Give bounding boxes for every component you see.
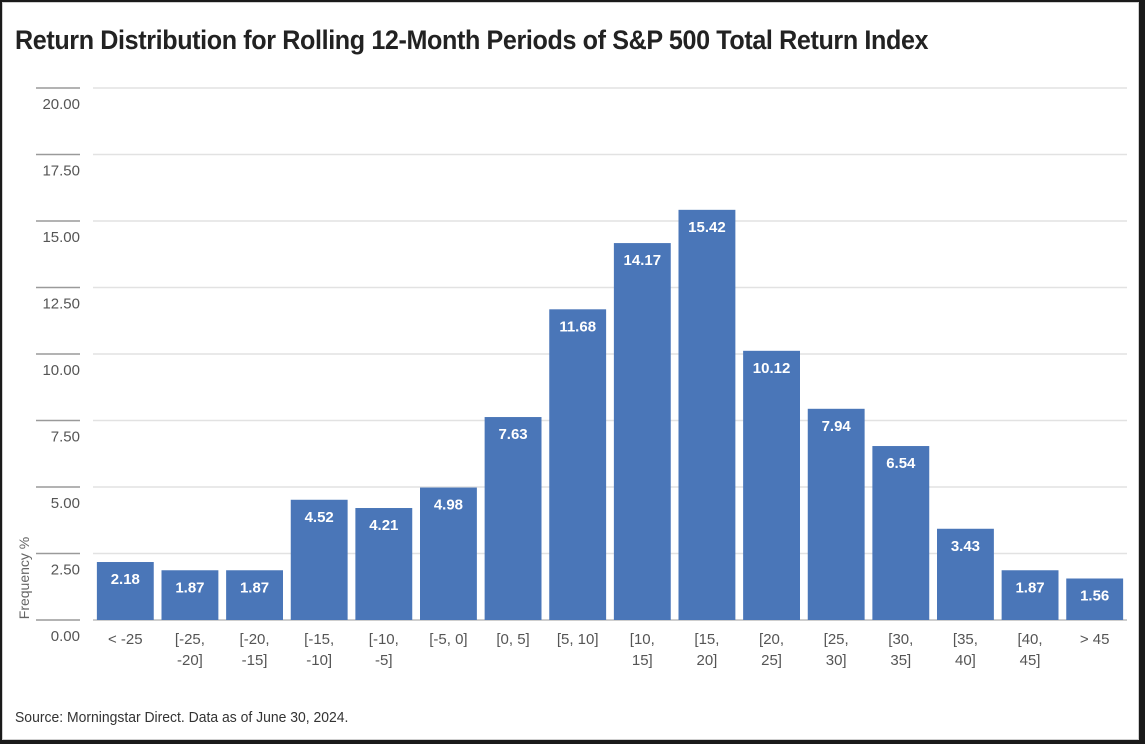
x-tick-label: [-25, [175, 631, 205, 648]
bar [420, 487, 477, 620]
y-tick-label: 20.00 [42, 96, 80, 113]
x-tick-label: [25, [824, 631, 849, 648]
bar-value-label: 4.52 [305, 509, 334, 526]
bar [290, 499, 348, 620]
y-tick-label: 5.00 [51, 495, 80, 512]
bar [937, 528, 994, 620]
bar-chart: 20.00 17.50 15.00 12.50 10.00 7.50 5.00 2.50 0.0… [16, 87, 1127, 669]
bar [743, 350, 800, 620]
x-tick-label: -15] [242, 652, 268, 669]
x-tick-label: [5, 10] [557, 631, 599, 648]
x-tick-label: [35, [953, 631, 978, 648]
x-tick-label: -10] [306, 652, 332, 669]
x-tick-label: 40] [955, 652, 976, 669]
bar [549, 309, 607, 620]
bar-value-label: 15.42 [688, 219, 726, 236]
bar-value-label: 11.68 [559, 318, 596, 335]
bar-value-label: 6.54 [886, 455, 916, 472]
x-tick-label: [-20, [240, 631, 270, 648]
y-tick-label: 0.00 [51, 628, 80, 645]
bar-value-label: 7.94 [822, 418, 852, 435]
x-tick-label: [20, [759, 631, 784, 648]
x-tick-label: 15] [632, 652, 653, 669]
chart-title: Return Distribution for Rolling 12-Month… [15, 25, 929, 55]
bar-value-label: 14.17 [624, 252, 662, 269]
bar [484, 417, 542, 620]
x-tick-label: 25] [761, 652, 782, 669]
y-tick-label: 10.00 [42, 362, 80, 379]
x-tick-label: [30, [888, 631, 913, 648]
bar [1001, 570, 1059, 620]
bar [678, 209, 736, 620]
source-note: Source: Morningstar Direct. Data as of J… [15, 709, 349, 726]
bar [226, 570, 283, 620]
y-tick-label: 2.50 [51, 562, 80, 579]
bar-value-label: 10.12 [753, 360, 791, 377]
bar [613, 243, 671, 620]
x-tick-label: -5] [375, 652, 393, 669]
bar [1066, 578, 1124, 620]
y-tick-label: 17.50 [42, 163, 80, 180]
x-tick-label: < -25 [108, 631, 143, 648]
bar-value-label: 1.56 [1080, 588, 1109, 605]
x-tick-label: [-15, [304, 631, 334, 648]
y-tick-label: 7.50 [51, 429, 80, 446]
bar [807, 408, 865, 620]
x-tick-label: -20] [177, 652, 203, 669]
y-tick-label: 15.00 [42, 229, 80, 246]
x-tick-label: 20] [697, 652, 718, 669]
bar-value-label: 4.98 [434, 497, 463, 514]
x-tick-label: > 45 [1080, 631, 1110, 648]
x-tick-label: [0, 5] [496, 631, 529, 648]
x-tick-label: [-10, [369, 631, 399, 648]
bar [161, 570, 219, 620]
bar-value-label: 1.87 [240, 579, 269, 596]
bar-value-label: 1.87 [1015, 579, 1044, 596]
x-tick-label: [-5, 0] [429, 631, 467, 648]
x-tick-label: [15, [694, 631, 719, 648]
bar-value-label: 4.21 [369, 517, 398, 534]
x-tick-label: [10, [630, 631, 655, 648]
x-tick-label: 30] [826, 652, 847, 669]
x-tick-label: [40, [1018, 631, 1043, 648]
x-tick-label: 45] [1020, 652, 1041, 669]
bar-value-label: 7.63 [498, 426, 527, 443]
x-tick-label: 35] [890, 652, 911, 669]
bar [872, 446, 930, 620]
bar [96, 562, 154, 620]
bar-value-label: 1.87 [175, 579, 204, 596]
y-tick-label: 12.50 [42, 296, 80, 313]
bar-value-label: 3.43 [951, 538, 980, 555]
y-axis-title: Frequency % [16, 537, 32, 619]
bar [355, 508, 413, 620]
bar-value-label: 2.18 [111, 571, 140, 588]
